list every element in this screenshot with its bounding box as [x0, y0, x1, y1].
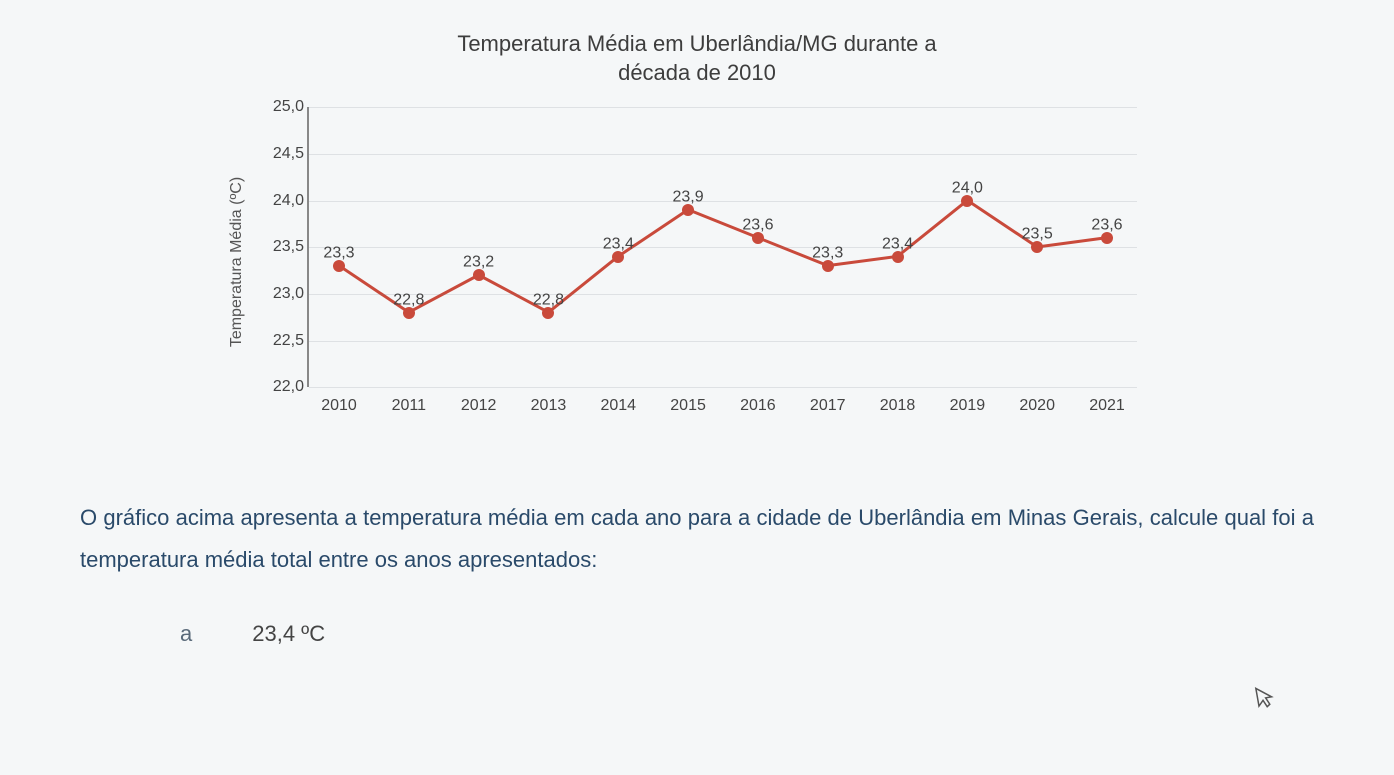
cursor-icon	[1254, 684, 1277, 717]
data-label: 22,8	[533, 291, 564, 309]
data-label: 23,4	[882, 235, 913, 253]
x-tick: 2018	[880, 397, 916, 415]
y-tick: 22,0	[259, 378, 304, 396]
y-axis-label: Temperatura Média (ºC)	[228, 177, 246, 347]
gridline	[309, 154, 1137, 155]
data-label: 23,9	[673, 188, 704, 206]
data-label: 23,4	[603, 235, 634, 253]
data-label: 23,6	[742, 216, 773, 234]
y-tick: 23,0	[259, 285, 304, 303]
data-label: 24,0	[952, 179, 983, 197]
answer-letter: a	[180, 621, 192, 647]
answer-text: 23,4 ºC	[252, 621, 325, 647]
y-tick: 22,5	[259, 332, 304, 350]
gridline	[309, 341, 1137, 342]
plot-area: 25,024,524,023,523,022,522,0201020112012…	[307, 107, 1137, 387]
x-tick: 2019	[950, 397, 986, 415]
gridline	[309, 247, 1137, 248]
y-tick: 25,0	[259, 98, 304, 116]
series-line	[339, 201, 1107, 313]
chart-title: Temperatura Média em Uberlândia/MG duran…	[247, 30, 1147, 87]
x-tick: 2011	[392, 397, 426, 415]
chart-title-line2: década de 2010	[618, 60, 776, 85]
chart-block: Temperatura Média em Uberlândia/MG duran…	[247, 30, 1147, 427]
x-tick: 2015	[670, 397, 706, 415]
gridline	[309, 387, 1137, 388]
x-tick: 2017	[810, 397, 846, 415]
x-tick: 2016	[740, 397, 776, 415]
data-label: 23,5	[1022, 226, 1053, 244]
x-tick: 2012	[461, 397, 497, 415]
gridline	[309, 201, 1137, 202]
y-tick: 24,0	[259, 192, 304, 210]
x-tick: 2020	[1019, 397, 1055, 415]
y-tick: 24,5	[259, 145, 304, 163]
data-label: 23,2	[463, 254, 494, 272]
gridline	[309, 107, 1137, 108]
question-text: O gráfico acima apresenta a temperatura …	[60, 497, 1334, 581]
answer-option-a[interactable]: a 23,4 ºC	[60, 621, 1334, 647]
x-tick: 2021	[1089, 397, 1125, 415]
chart-title-line1: Temperatura Média em Uberlândia/MG duran…	[457, 31, 936, 56]
chart-area: Temperatura Média (ºC) 25,024,524,023,52…	[247, 97, 1147, 427]
data-label: 22,8	[393, 291, 424, 309]
x-tick: 2013	[531, 397, 567, 415]
page-root: Temperatura Média em Uberlândia/MG duran…	[0, 0, 1394, 775]
data-label: 23,3	[812, 244, 843, 262]
data-label: 23,6	[1091, 216, 1122, 234]
x-tick: 2014	[600, 397, 636, 415]
data-label: 23,3	[323, 244, 354, 262]
y-tick: 23,5	[259, 238, 304, 256]
x-tick: 2010	[321, 397, 357, 415]
gridline	[309, 294, 1137, 295]
